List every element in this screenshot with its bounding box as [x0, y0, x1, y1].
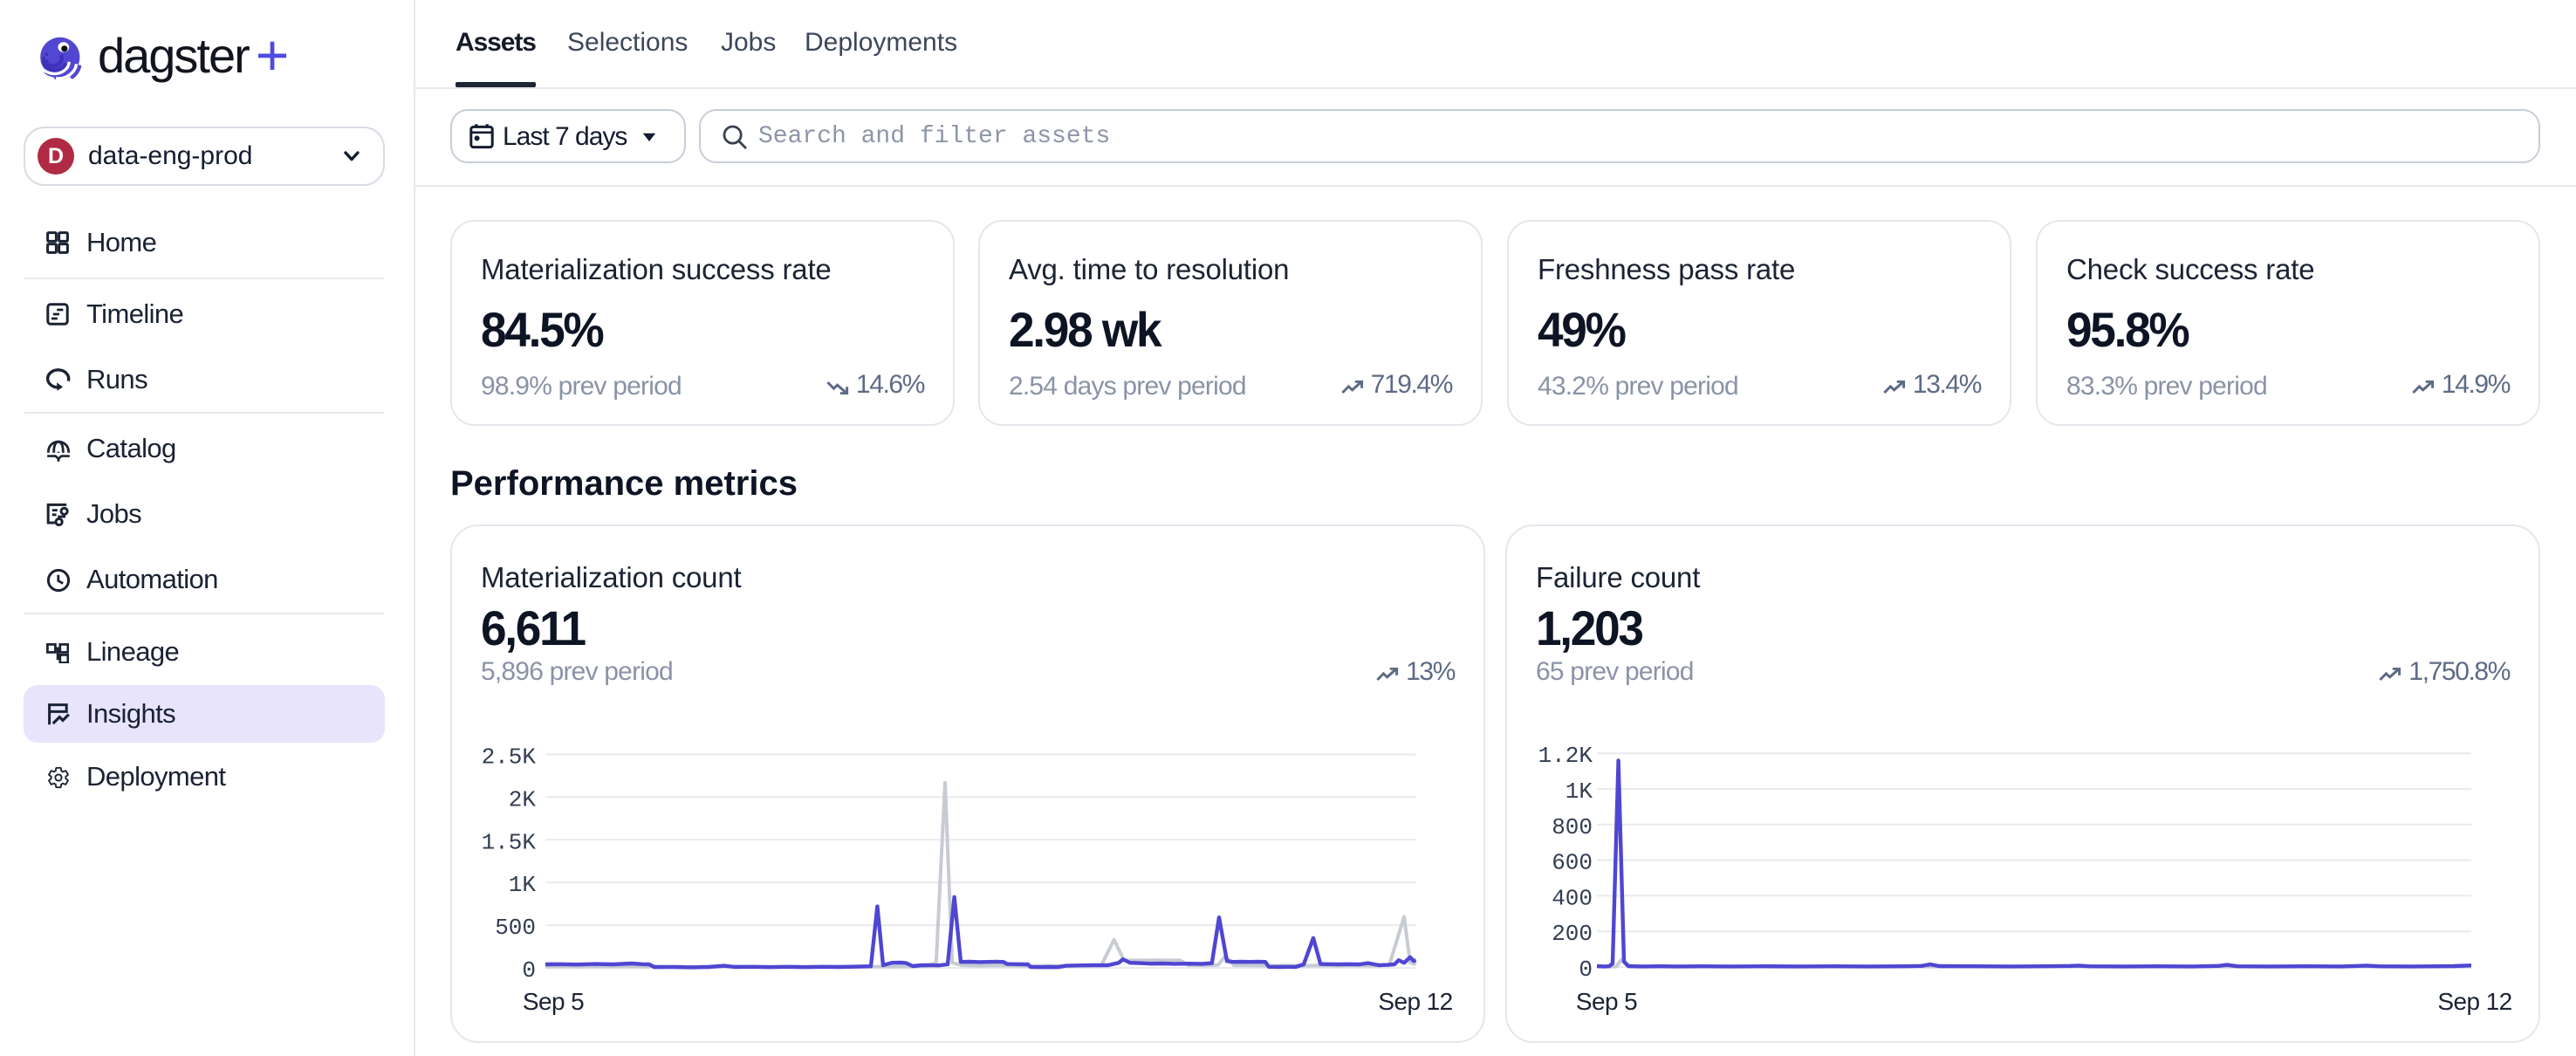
svg-text:600: 600 [1552, 850, 1593, 876]
svg-text:500: 500 [495, 915, 536, 941]
svg-text:0: 0 [522, 957, 536, 984]
svg-text:1.2K: 1.2K [1538, 743, 1593, 769]
svg-text:Sep 5: Sep 5 [523, 988, 584, 1015]
svg-text:0: 0 [1579, 957, 1593, 983]
svg-text:2.5K: 2.5K [482, 744, 537, 771]
svg-text:1K: 1K [1565, 778, 1593, 805]
svg-text:800: 800 [1552, 814, 1593, 840]
svg-text:200: 200 [1552, 921, 1593, 947]
svg-text:Sep 12: Sep 12 [2437, 988, 2511, 1015]
svg-text:Sep 5: Sep 5 [1576, 988, 1637, 1015]
svg-text:1.5K: 1.5K [482, 829, 537, 855]
svg-text:1K: 1K [509, 872, 537, 898]
svg-text:2K: 2K [509, 786, 537, 813]
svg-text:Sep 12: Sep 12 [1378, 988, 1452, 1015]
svg-text:400: 400 [1552, 885, 1593, 911]
